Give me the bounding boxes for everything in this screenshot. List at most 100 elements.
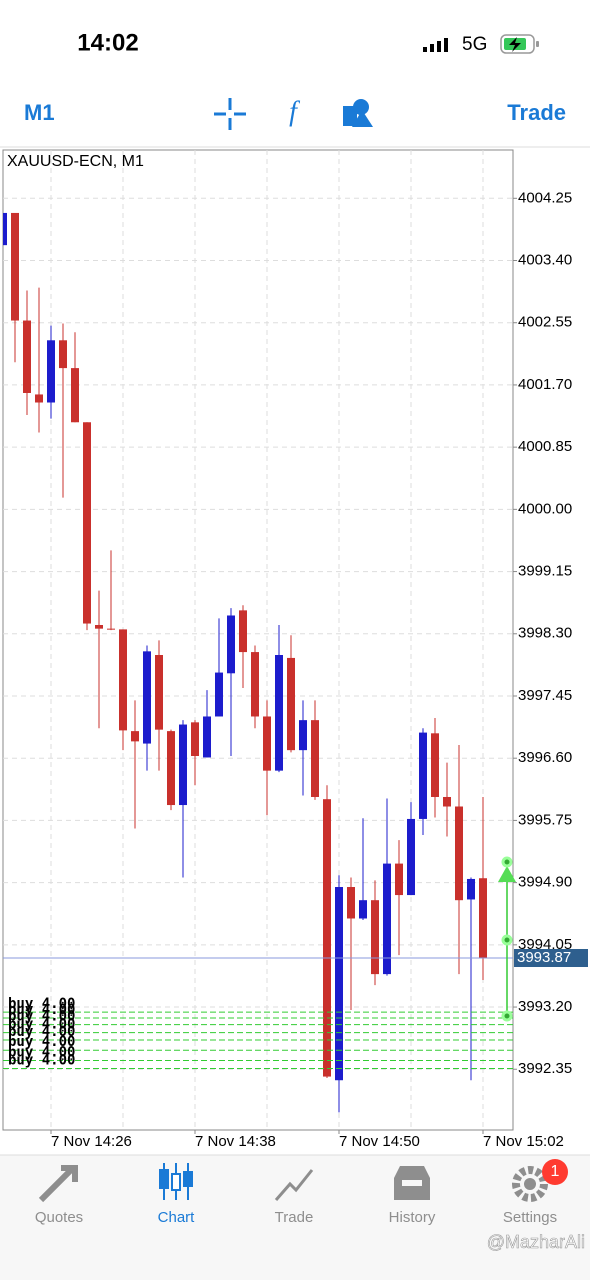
y-tick-label: 4004.25 bbox=[518, 189, 572, 206]
candle-body bbox=[383, 863, 391, 975]
candle-body bbox=[107, 628, 115, 630]
y-tick-label: 3994.90 bbox=[518, 874, 572, 891]
order-label: buy 4.00 bbox=[8, 1053, 75, 1069]
x-tick-label: 7 Nov 15:02 bbox=[483, 1133, 564, 1150]
candle-body bbox=[155, 655, 163, 730]
x-tick-label: 7 Nov 14:26 bbox=[51, 1133, 132, 1150]
tab-icon bbox=[402, 1180, 422, 1186]
tab-label: Chart bbox=[158, 1209, 196, 1226]
tab[interactable]: History bbox=[389, 1166, 436, 1226]
candle-body bbox=[323, 799, 331, 1077]
candle-body bbox=[395, 863, 403, 896]
objects-button[interactable] bbox=[343, 99, 373, 127]
candle-body bbox=[275, 655, 283, 771]
candle-body bbox=[299, 720, 307, 751]
candle-body bbox=[359, 900, 367, 919]
candle-body bbox=[167, 731, 175, 806]
tab-icon bbox=[524, 1178, 536, 1190]
candle-body bbox=[11, 212, 19, 321]
order-label: buy 4.00 bbox=[8, 1044, 75, 1060]
candle-body bbox=[191, 722, 199, 757]
y-tick-label: 3997.45 bbox=[518, 687, 572, 704]
chart-title: XAUUSD-ECN, M1 bbox=[7, 153, 144, 170]
y-tick-label: 4000.85 bbox=[518, 438, 572, 455]
order-label: buy 4.00 bbox=[8, 1024, 75, 1040]
candle-body bbox=[203, 716, 211, 758]
candle-body bbox=[287, 657, 295, 751]
candle-body bbox=[467, 878, 475, 900]
tab-icon bbox=[159, 1169, 169, 1189]
candle-body bbox=[59, 340, 67, 369]
tab-label: Trade bbox=[275, 1209, 314, 1226]
y-tick-label: 4003.40 bbox=[518, 251, 572, 268]
candle-body bbox=[443, 796, 451, 807]
y-tick-label: 3996.60 bbox=[518, 749, 572, 766]
y-tick-label: 3995.75 bbox=[518, 811, 572, 828]
crosshair-button[interactable] bbox=[214, 98, 246, 130]
candle-body bbox=[455, 806, 463, 901]
candle-body bbox=[23, 320, 31, 393]
tab[interactable]: Trade bbox=[274, 1169, 314, 1226]
candle-body bbox=[179, 724, 187, 806]
candle-body bbox=[263, 716, 271, 771]
price-axis: 4004.25 4003.40 4002.55 4001.70 4000.85 4000.… bbox=[50, 189, 572, 1150]
candle-body bbox=[119, 629, 127, 731]
order-label: buy 4.00 bbox=[8, 1009, 75, 1025]
tab-icon bbox=[38, 1165, 78, 1203]
network: 5G bbox=[462, 34, 487, 55]
trade-button[interactable]: Trade bbox=[507, 100, 566, 125]
timeframe-button[interactable]: M1 bbox=[24, 100, 55, 125]
tab-label: Quotes bbox=[35, 1209, 83, 1226]
candle-body bbox=[251, 652, 259, 717]
candle-body bbox=[131, 731, 139, 742]
candle-body bbox=[371, 900, 379, 975]
order-label: buy 4.00 bbox=[8, 1002, 75, 1018]
y-tick-label: 3998.30 bbox=[518, 625, 572, 642]
status-time: 14:02 bbox=[77, 29, 138, 56]
candle-body bbox=[335, 887, 343, 1081]
settings-badge: 1 bbox=[551, 1163, 560, 1180]
y-tick-label: 4000.00 bbox=[518, 500, 572, 517]
order-label: buy 4.00 bbox=[8, 1034, 75, 1050]
order-label: buy 4.00 bbox=[8, 996, 75, 1012]
candle-body bbox=[215, 672, 223, 717]
candle-body bbox=[407, 818, 415, 896]
tab-bar bbox=[0, 1155, 590, 1280]
tab-icon bbox=[183, 1171, 193, 1187]
price-label-bg bbox=[514, 949, 588, 968]
candle-body bbox=[431, 733, 439, 797]
y-tick-label: 3993.20 bbox=[518, 998, 572, 1015]
x-tick-label: 7 Nov 14:38 bbox=[195, 1133, 276, 1150]
y-tick-label: 4001.70 bbox=[518, 376, 572, 393]
tab-icon bbox=[274, 1169, 314, 1201]
price-label: 3993.87 bbox=[517, 949, 571, 966]
tabs: Quotes Chart Trade History Settings 1 bbox=[35, 1159, 568, 1226]
candle-body bbox=[95, 624, 103, 629]
candle-body bbox=[479, 878, 487, 959]
candle-body bbox=[35, 394, 43, 403]
y-tick-label: 4002.55 bbox=[518, 314, 572, 331]
y-tick-label: 3999.15 bbox=[518, 563, 572, 580]
tab-icon bbox=[512, 1166, 548, 1202]
y-tick-label: 3992.35 bbox=[518, 1060, 572, 1077]
tab[interactable]: Quotes bbox=[35, 1165, 83, 1226]
tab-label: Settings bbox=[503, 1209, 557, 1226]
indicators-button[interactable]: f bbox=[289, 96, 300, 127]
y-tick-label: 3994.05 bbox=[518, 936, 572, 953]
candle-body bbox=[347, 887, 355, 919]
badge-bg bbox=[542, 1159, 568, 1185]
x-tick-label: 7 Nov 14:50 bbox=[339, 1133, 420, 1150]
candle-body bbox=[419, 732, 427, 819]
candle-body bbox=[83, 422, 91, 624]
candle-body bbox=[311, 720, 319, 797]
tab-label: History bbox=[389, 1209, 436, 1226]
candle-body bbox=[143, 651, 151, 744]
candle-body bbox=[71, 368, 79, 423]
tab[interactable]: Settings bbox=[503, 1166, 557, 1226]
tab[interactable]: Chart bbox=[158, 1163, 196, 1226]
tab-icon bbox=[171, 1173, 181, 1191]
chart-frame bbox=[2, 149, 514, 1131]
candle-body bbox=[3, 212, 7, 246]
